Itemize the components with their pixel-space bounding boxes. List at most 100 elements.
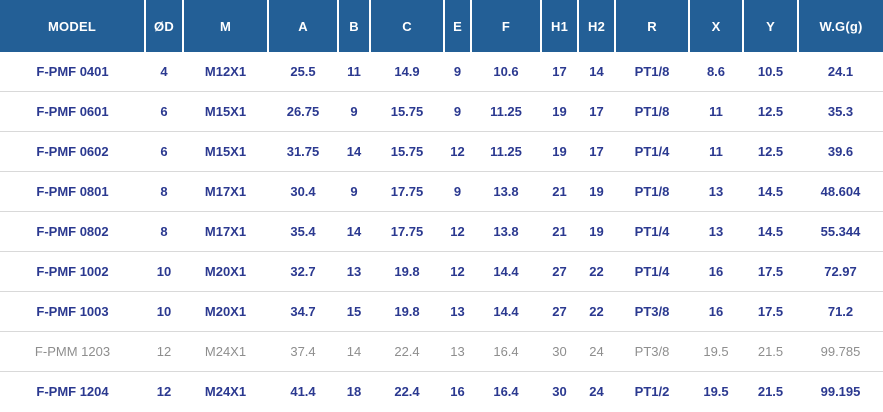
table-cell: 10 [145, 291, 183, 332]
table-cell: 6 [145, 131, 183, 172]
table-cell: 15.75 [370, 91, 444, 132]
table-cell: 21 [541, 171, 578, 212]
table-cell: 12 [444, 211, 471, 252]
table-cell: 19 [541, 131, 578, 172]
table-cell: 32.7 [268, 251, 338, 292]
table-cell: 17 [578, 91, 615, 132]
table-cell: 17 [541, 52, 578, 92]
table-cell: 11 [689, 131, 743, 172]
table-cell: 19.8 [370, 291, 444, 332]
table-cell: 16 [450, 384, 465, 399]
table-cell: 16.4 [471, 331, 541, 372]
table-cell: M20X1 [183, 251, 268, 292]
table-cell: 99.195 [820, 384, 861, 399]
table-cell: 14.5 [743, 211, 798, 252]
table-cell: 21 [541, 211, 578, 252]
table-cell: 13 [689, 171, 743, 212]
table-cell: 12 [444, 251, 471, 292]
column-header: R [615, 0, 690, 52]
table-cell: 18 [346, 384, 362, 399]
table-cell: 9 [338, 171, 370, 212]
table-cell: 12 [156, 384, 172, 399]
table-cell: F-PMF 1002 [0, 251, 145, 292]
table-cell: 48.604 [798, 171, 883, 212]
table-cell: F-PMF 1204 [36, 384, 109, 399]
table-cell: 24 [589, 384, 604, 399]
table-cell: PT1/4 [615, 131, 689, 172]
column-header: C [370, 0, 445, 52]
table-cell: 14 [338, 211, 370, 252]
table-cell: 14.4 [471, 251, 541, 292]
table-cell: PT3/8 [615, 331, 689, 372]
column-header: ØD [145, 0, 184, 52]
table-cell: M12X1 [183, 52, 268, 92]
table-row: F-PMF 0601 6 M15X1 26.75 9 15.75 9 11.25 19 17 PT1… [0, 91, 883, 132]
table-cell: 13 [689, 211, 743, 252]
table-cell: 17 [578, 131, 615, 172]
table-row: F-PMF 1002 10 M20X1 32.7 13 19.8 12 14.4 27 22 PT1… [0, 251, 883, 292]
table-cell: 27 [541, 251, 578, 292]
table-cell: 17.5 [743, 291, 798, 332]
table-row: F-PMF 0802 8 M17X1 35.4 14 17.75 12 13.8 21 19 PT1… [0, 211, 883, 252]
table-cell: 24 [578, 331, 615, 372]
column-header: F [471, 0, 542, 52]
column-header: B [338, 0, 371, 52]
table-cell: 6 [145, 91, 183, 132]
table-cell: 19.5 [689, 331, 743, 372]
column-header: A [268, 0, 339, 52]
table-cell: 15 [338, 291, 370, 332]
table-cell: 72.97 [798, 251, 883, 292]
table-cell: 34.7 [268, 291, 338, 332]
table-cell: 17.75 [370, 171, 444, 212]
table-cell: 35.4 [268, 211, 338, 252]
column-header: H1 [541, 0, 579, 52]
table-cell: PT1/8 [615, 91, 689, 132]
table-cell: 22.4 [370, 331, 444, 372]
table-cell: 15.75 [370, 131, 444, 172]
table-row: F-PMF 1204 12 M24X1 41.4 18 22.4 16 16.4 30 24 PT1… [0, 372, 883, 412]
table-row: F-PMF 0602 6 M15X1 31.75 14 15.75 12 11.25 19 17 P… [0, 131, 883, 172]
table-cell: PT3/8 [615, 291, 689, 332]
column-header: E [444, 0, 472, 52]
table-body: F-PMF 0401 4 M12X1 25.5 11 14.9 9 10.6 17 14 PT1/8… [0, 52, 883, 411]
table-cell: 14.9 [370, 52, 444, 92]
table-cell: 11 [338, 52, 370, 92]
table-cell: 8.6 [689, 52, 743, 92]
column-header: X [689, 0, 744, 52]
table-cell: M15X1 [183, 91, 268, 132]
table-cell: 99.785 [798, 331, 883, 372]
table-header-row: MODEL ØD M A B C E F H1 H2 R X Y W.G(g) [0, 0, 883, 52]
table-cell: 14.5 [743, 171, 798, 212]
column-header: M [183, 0, 269, 52]
table-cell: 25.5 [268, 52, 338, 92]
table-cell: PT1/2 [634, 384, 670, 399]
table-cell: F-PMF 0802 [0, 211, 145, 252]
table-row: F-PMF 1003 10 M20X1 34.7 15 19.8 13 14.4 27 22 PT3… [0, 291, 883, 332]
table-cell: 22 [578, 251, 615, 292]
table-cell: 19 [541, 91, 578, 132]
table-cell: 16.4 [493, 384, 519, 399]
table-cell: 21.5 [757, 384, 784, 399]
table-cell: 55.344 [798, 211, 883, 252]
table-cell: 9 [444, 91, 471, 132]
table-cell: 11 [689, 91, 743, 132]
table-cell: 41.4 [290, 384, 316, 399]
table-header: MODEL ØD M A B C E F H1 H2 R X Y W.G(g) [0, 0, 883, 52]
table-cell: 11.25 [471, 131, 541, 172]
table-cell: 9 [338, 91, 370, 132]
table-cell: 12.5 [743, 131, 798, 172]
table-cell: PT1/4 [615, 211, 689, 252]
table-cell: 13 [338, 251, 370, 292]
table-cell: 12 [145, 331, 183, 372]
table-cell: 19 [578, 171, 615, 212]
column-header: MODEL [0, 0, 146, 52]
table-cell: 13.8 [471, 211, 541, 252]
table-cell: PT1/8 [615, 52, 689, 92]
table-cell: 13.8 [471, 171, 541, 212]
table-cell: 10.5 [743, 52, 798, 92]
column-header: H2 [578, 0, 616, 52]
table-cell: 37.4 [268, 331, 338, 372]
table-cell: M17X1 [183, 211, 268, 252]
